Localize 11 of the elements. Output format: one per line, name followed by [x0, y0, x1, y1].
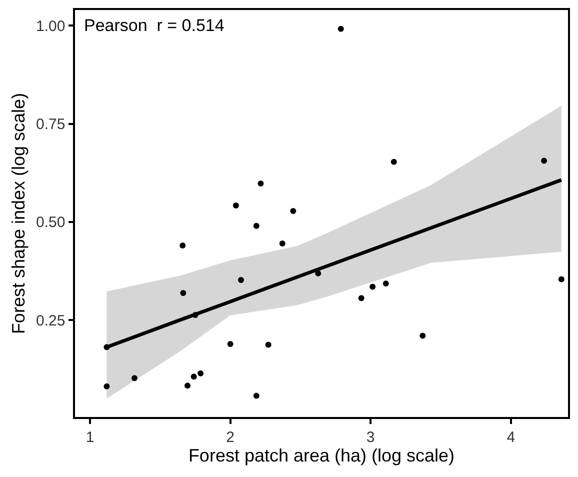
y-tick-label: 0.25 — [36, 312, 66, 330]
y-tick-label: 1.00 — [36, 18, 66, 35]
y-tick-label: 0.75 — [36, 116, 66, 134]
x-tick-label: 3 — [366, 428, 375, 446]
x-tick-label: 4 — [506, 428, 516, 446]
x-tick-label: 2 — [226, 428, 234, 446]
x-axis-title: Forest patch area (ha) (log scale) — [188, 446, 455, 466]
x-tick-label: 1 — [86, 428, 94, 446]
y-axis-title: Forest shape index (log scale) — [8, 92, 29, 334]
y-tick-label: 0.50 — [36, 214, 66, 232]
annotation: Pearson r = 0.514 — [84, 16, 224, 35]
